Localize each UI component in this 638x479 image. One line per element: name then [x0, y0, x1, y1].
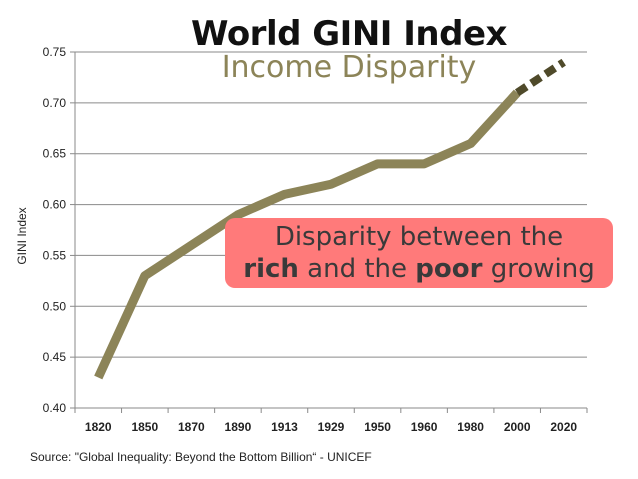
y-tick-label: 0.65	[43, 147, 67, 161]
x-tick-label: 2020	[550, 420, 577, 434]
chart-title: World GINI Index	[191, 14, 507, 54]
chart-subtitle: Income Disparity	[221, 50, 477, 85]
callout-box: Disparity between the rich and the poor …	[225, 218, 613, 288]
x-tick-label: 1980	[457, 420, 484, 434]
callout-line-2: rich and the poor growing	[225, 253, 613, 285]
source-note: Source: "Global Inequality: Beyond the B…	[30, 450, 372, 464]
x-tick-label: 1929	[318, 420, 345, 434]
y-tick-label: 0.60	[43, 198, 67, 212]
x-tick-label: 2000	[504, 420, 531, 434]
x-tick-label: 1950	[364, 420, 391, 434]
callout-rich: rich	[243, 254, 299, 284]
callout-mid: and the	[298, 254, 416, 284]
projection-line	[514, 58, 566, 97]
y-tick-label: 0.55	[43, 248, 67, 262]
series-line	[94, 89, 521, 380]
x-tick-label: 1913	[271, 420, 298, 434]
y-tick-label: 0.50	[43, 299, 67, 313]
callout-poor: poor	[415, 254, 483, 284]
x-tick-label: 1890	[225, 420, 252, 434]
x-tick-label: 1850	[131, 420, 158, 434]
y-tick-label: 0.70	[43, 96, 67, 110]
tick-labels: 0.40 0.45 0.50 0.55 0.60 0.65 0.70 0.75 1820 1850…	[43, 45, 578, 434]
x-tick-label: 1960	[411, 420, 438, 434]
y-tick-label: 0.40	[43, 401, 67, 415]
series-lines	[94, 58, 566, 380]
axes	[70, 51, 588, 413]
callout-end: growing	[482, 254, 595, 284]
x-tick-label: 1870	[178, 420, 205, 434]
y-tick-label: 0.75	[43, 45, 67, 59]
callout-line-1: Disparity between the	[274, 222, 564, 252]
y-axis-label: GINI Index	[15, 207, 29, 264]
x-tick-label: 1820	[85, 420, 112, 434]
y-tick-label: 0.45	[43, 350, 67, 364]
